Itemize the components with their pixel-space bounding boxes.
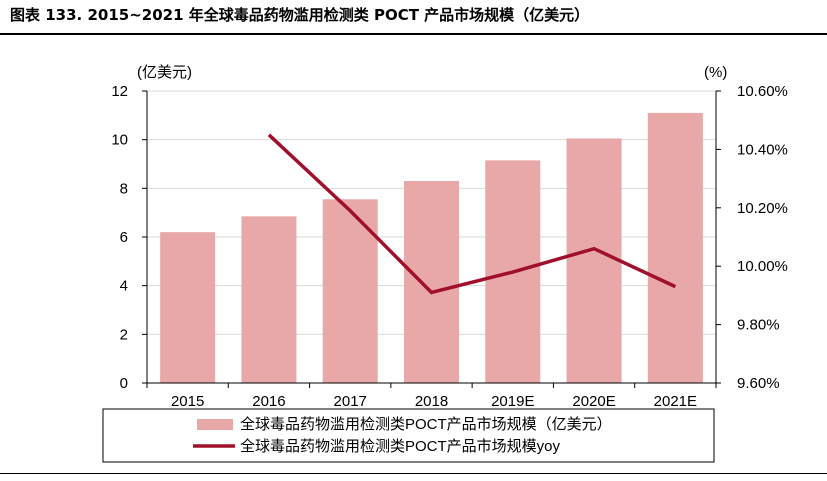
x-label: 2016 <box>252 393 285 410</box>
figure-title: 图表 133. 2015~2021 年全球毒品药物滥用检测类 POCT 产品市场… <box>10 6 590 24</box>
legend-swatch-bar <box>197 419 233 430</box>
bar-2021E <box>647 112 703 384</box>
right-axis-unit: (%) <box>704 64 727 81</box>
right-tick-label: 10.20% <box>737 200 788 217</box>
legend-label-line: 全球毒品药物滥用检测类POCT产品市场规模yoy <box>240 437 561 455</box>
bar-2020E <box>566 138 622 383</box>
left-tick-label: 8 <box>120 180 128 197</box>
left-tick-label: 6 <box>120 229 128 246</box>
right-tick-label: 9.80% <box>737 317 780 334</box>
left-tick-label: 0 <box>120 375 128 392</box>
bar-series <box>160 112 703 384</box>
x-label: 2020E <box>572 393 615 410</box>
bottom-rule <box>0 473 827 474</box>
right-axis-tick-labels: 9.60% 9.80% 10.00% 10.20% 10.40% 10.60% <box>737 83 788 392</box>
yoy-line <box>267 133 677 295</box>
bar-2015 <box>160 232 216 383</box>
right-tick-label: 10.60% <box>737 83 788 100</box>
left-tick-label: 12 <box>111 83 128 100</box>
left-axis-tick-labels: 0 2 4 6 8 10 12 <box>111 83 128 392</box>
x-label: 2017 <box>334 393 367 410</box>
bar-2018 <box>404 181 459 383</box>
x-label: 2019E <box>491 393 534 410</box>
left-tick-label: 2 <box>120 326 128 343</box>
left-axis-unit: (亿美元) <box>137 64 192 81</box>
title-rule <box>0 33 827 35</box>
left-tick-label: 10 <box>111 132 128 149</box>
legend-label-bar: 全球毒品药物滥用检测类POCT产品市场规模（亿美元） <box>240 415 612 433</box>
x-tick-labels: 2015 2016 2017 2018 2019E 2020E 2021E <box>171 393 697 410</box>
right-tick-label: 9.60% <box>737 375 780 392</box>
x-label: 2018 <box>415 393 448 410</box>
right-tick-label: 10.00% <box>737 258 788 275</box>
bar-2017 <box>322 199 378 383</box>
line-series <box>267 133 677 295</box>
bar-2016 <box>241 216 297 383</box>
legend: 全球毒品药物滥用检测类POCT产品市场规模（亿美元） 全球毒品药物滥用检测类POC… <box>102 408 715 463</box>
x-label: 2021E <box>654 393 697 410</box>
x-label: 2015 <box>171 393 204 410</box>
left-tick-label: 4 <box>120 278 128 295</box>
legend-box <box>102 408 715 463</box>
axes <box>142 90 721 388</box>
right-tick-label: 10.40% <box>737 141 788 158</box>
